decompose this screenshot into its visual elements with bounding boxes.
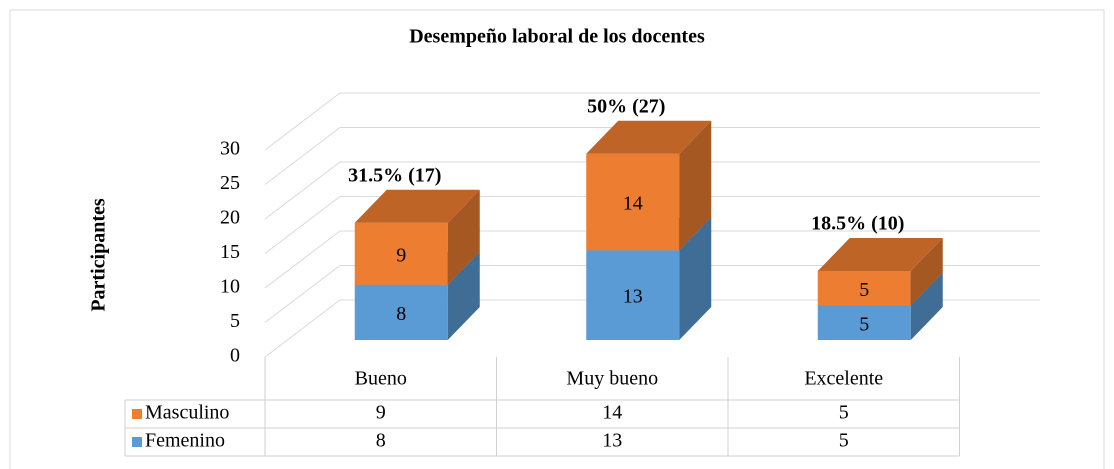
table-cell: 13 [602,430,622,452]
chart-frame [9,9,1105,469]
legend-label: Masculino [145,402,229,424]
legend-swatch [132,437,142,447]
bar-segment [354,222,448,285]
data-label: 5 [859,279,869,301]
table-grid [124,357,960,457]
table-cell: 9 [376,402,386,424]
y-tick-label: 25 [220,172,240,194]
data-label: 9 [396,244,406,266]
bar-side [910,272,943,340]
total-label: 31.5% (17) [348,164,441,186]
data-label: 8 [396,303,406,325]
bar-side [910,238,943,306]
table-cell: 14 [602,402,622,424]
data-label: 13 [623,286,643,308]
grid-line [264,196,1040,254]
bar-top [586,120,712,154]
bar-segment [817,305,911,340]
bar-side [679,120,712,251]
bar-segment [817,271,911,306]
bar-segment [586,153,680,251]
bar-side [447,189,480,285]
y-tick-label: 20 [220,207,240,229]
legend-label: Femenino [145,430,225,452]
data-label: 14 [623,193,643,215]
data-label: 5 [859,313,869,335]
bar-top [354,189,480,223]
total-label: 50% (27) [587,95,665,117]
y-tick-label: 10 [220,276,240,298]
grid-line [264,230,1040,289]
grid-line [264,127,1040,185]
y-tick-label: 5 [230,310,240,332]
y-axis-title: Participantes [88,198,110,312]
x-tick-label: Bueno [355,368,407,390]
table-cell: 8 [376,430,386,452]
table-cell: 5 [839,402,849,424]
bar-segment [354,284,448,340]
bar-side [679,217,712,340]
total-label: 18.5% (10) [811,213,904,235]
grid-line [264,299,1040,358]
y-tick-label: 15 [220,241,240,263]
legend-swatch [132,409,142,419]
grid-line [264,265,1040,323]
bar-side [447,251,480,340]
x-tick-label: Muy bueno [566,368,658,390]
y-tick-label: 0 [230,345,240,367]
chart-title: Desempeño laboral de los docentes [409,26,705,48]
table-cell: 5 [839,430,849,452]
x-tick-label: Excelente [804,368,883,390]
y-tick-label: 30 [220,138,240,160]
bar-segment [586,250,680,340]
grid-line [264,92,1040,151]
bar-top [817,238,943,271]
grid-line [264,161,1040,220]
